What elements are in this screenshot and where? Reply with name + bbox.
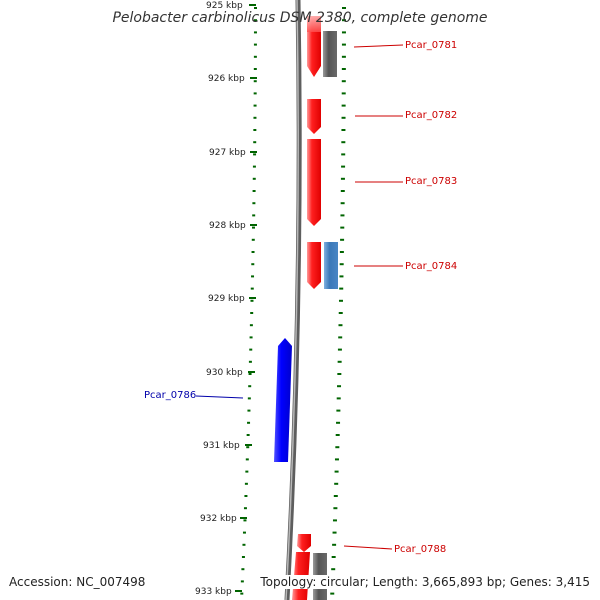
gene-label-leaders: [195, 44, 404, 550]
gene-pcar-0784[interactable]: [307, 242, 321, 289]
genome-backbone-highlight: [285, 0, 299, 600]
gene-label-pcar-0783[interactable]: Pcar_0783: [405, 176, 457, 187]
kbp-label: 928 kbp: [209, 221, 246, 231]
gene-label-pcar-0781[interactable]: Pcar_0781: [405, 40, 457, 51]
outer-tick-track: [330, 7, 346, 595]
leader-pcar-0781: [353, 44, 404, 48]
gene-pcar-0782[interactable]: [307, 99, 321, 134]
kbp-label: 927 kbp: [209, 148, 246, 158]
gene-pcar-0786[interactable]: [274, 338, 292, 462]
rna-feature[interactable]: [324, 242, 338, 289]
kbp-label: 931 kbp: [203, 441, 240, 451]
map-title: Pelobacter carbinolicus DSM 2380, comple…: [112, 10, 488, 26]
rna-feature[interactable]: [323, 31, 337, 77]
gene-label-pcar-0786[interactable]: Pcar_0786: [144, 390, 196, 401]
kbp-label: 930 kbp: [206, 368, 243, 378]
length-value: 3,665,893 bp: [421, 575, 502, 589]
kbp-label: 929 kbp: [208, 294, 245, 304]
kbp-label: 925 kbp: [206, 1, 243, 11]
gene-pcar-0788[interactable]: [297, 534, 311, 552]
gene-pcar-0783[interactable]: [307, 139, 321, 226]
genes-value: 3,415: [555, 575, 590, 589]
accession-value: NC_007498: [76, 575, 146, 589]
gene-label-pcar-0784[interactable]: Pcar_0784: [405, 261, 457, 272]
gene-label-pcar-0788[interactable]: Pcar_0788: [394, 544, 446, 555]
kbp-label: 933 kbp: [195, 587, 232, 597]
inner-tick-track: [240, 7, 257, 595]
accession-label: Accession:: [9, 575, 73, 589]
topology-label: Topology:: [260, 575, 317, 589]
genome-backbone: [284, 0, 302, 600]
kbp-label: 926 kbp: [208, 74, 245, 84]
leader-pcar-0786: [195, 395, 244, 399]
gene-label-pcar-0782[interactable]: Pcar_0782: [405, 110, 457, 121]
gene-labels: Pcar_0781 Pcar_0782 Pcar_0783 Pcar_0784 …: [144, 40, 457, 555]
leader-pcar-0788: [343, 545, 393, 550]
gene-pcar-0781-top: [307, 16, 321, 32]
kbp-label: 932 kbp: [200, 514, 237, 524]
kbp-scale: 925 kbp 926 kbp 927 kbp 928 kbp 929 kbp …: [195, 1, 257, 597]
genome-summary: Topology: circular; Length: 3,665,893 bp…: [259, 575, 591, 589]
accession-info: Accession: NC_007498: [8, 575, 147, 589]
length-label: Length:: [372, 575, 419, 589]
genes-label: Genes:: [509, 575, 552, 589]
topology-value: circular: [320, 575, 365, 589]
